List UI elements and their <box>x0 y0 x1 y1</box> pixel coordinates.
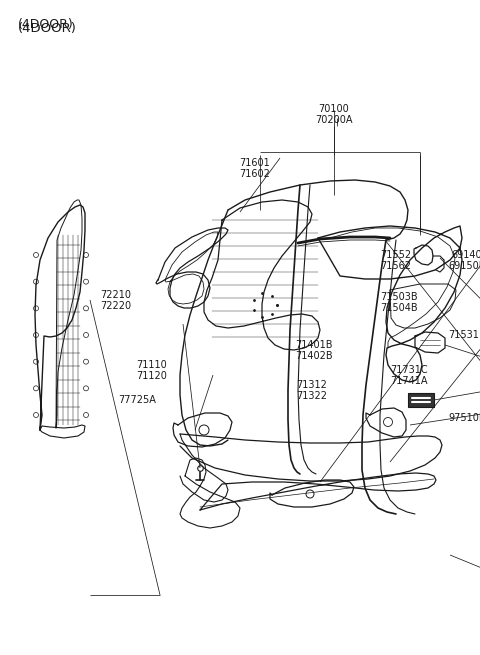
Text: 71731C
71741A: 71731C 71741A <box>390 365 428 386</box>
Text: (4DOOR): (4DOOR) <box>18 18 74 31</box>
Text: 72210
72220: 72210 72220 <box>100 290 131 311</box>
Text: 71531: 71531 <box>448 330 479 340</box>
Text: 71601
71602: 71601 71602 <box>240 158 270 179</box>
Text: 77725A: 77725A <box>118 395 156 405</box>
Text: 71401B
71402B: 71401B 71402B <box>295 340 333 361</box>
Text: 97510B: 97510B <box>448 413 480 423</box>
Text: (4DOOR): (4DOOR) <box>18 22 77 35</box>
Text: 71110
71120: 71110 71120 <box>136 360 167 381</box>
FancyBboxPatch shape <box>408 393 434 407</box>
Text: 70100
70200A: 70100 70200A <box>315 104 353 125</box>
Text: 71312
71322: 71312 71322 <box>296 380 327 402</box>
Text: 69140
69150E: 69140 69150E <box>448 250 480 271</box>
Text: 71552
71562: 71552 71562 <box>380 250 411 271</box>
Text: 71503B
71504B: 71503B 71504B <box>380 292 418 313</box>
